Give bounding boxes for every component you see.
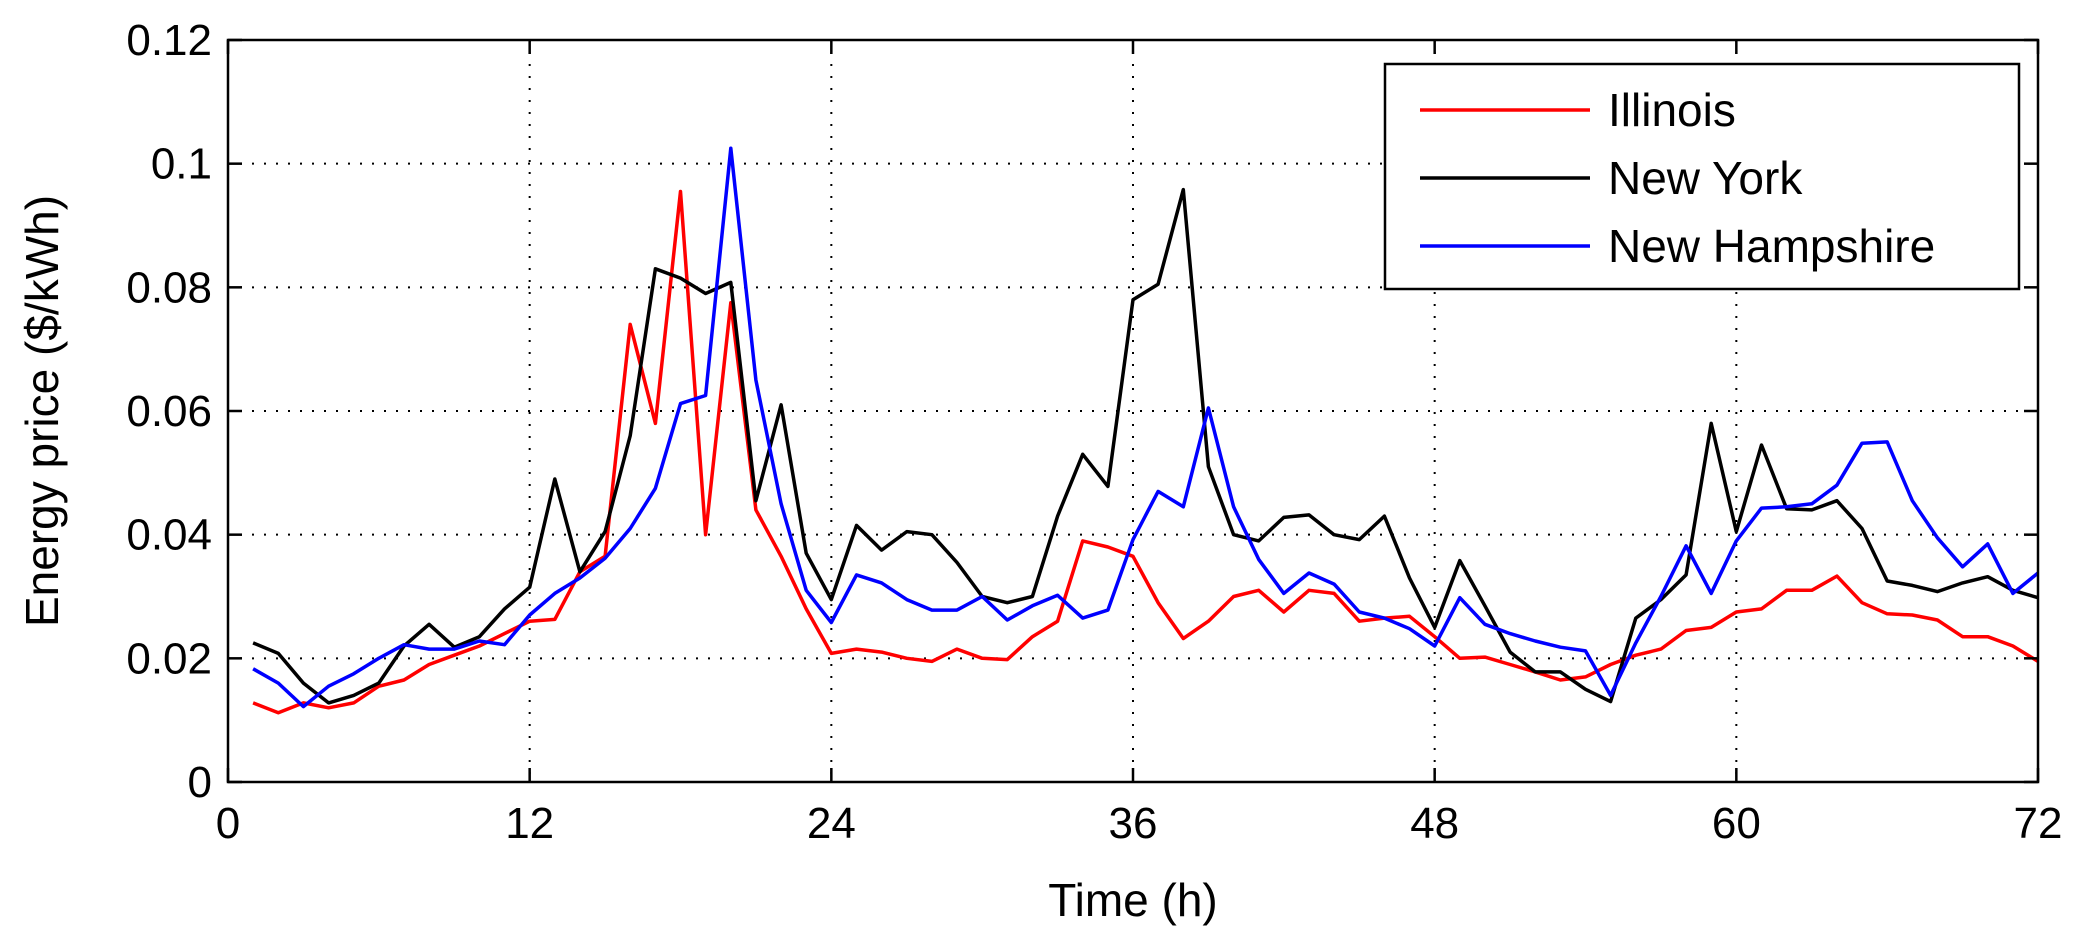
series-lines xyxy=(252,146,2040,715)
x-tick-label: 60 xyxy=(1712,799,1761,848)
legend-label-new-hampshire: New Hampshire xyxy=(1608,220,1935,272)
x-tick-label: 72 xyxy=(2014,799,2063,848)
y-tick-label: 0.1 xyxy=(151,140,212,189)
y-tick-label: 0.08 xyxy=(126,263,212,312)
y-axis-label: Energy price ($/kWh) xyxy=(16,195,68,627)
grid-lines xyxy=(228,40,2038,782)
x-tick-label: 0 xyxy=(216,799,240,848)
y-tick-label: 0.06 xyxy=(126,387,212,436)
y-tick-label: 0.04 xyxy=(126,511,212,560)
x-tick-label: 24 xyxy=(807,799,856,848)
x-axis-label: Time (h) xyxy=(1048,874,1218,926)
y-tick-label: 0.02 xyxy=(126,634,212,683)
legend: Illinois New York New Hampshire xyxy=(1383,62,2021,291)
x-tick-label: 12 xyxy=(505,799,554,848)
x-tick-label: 48 xyxy=(1410,799,1459,848)
axis-ticks xyxy=(226,38,2040,784)
tick-labels: 0 12 24 36 48 60 72 0 0.02 0.04 0.06 0.08 0.1 0.12 xyxy=(126,16,2062,848)
y-tick-label: 0 xyxy=(188,758,212,807)
x-tick-label: 36 xyxy=(1109,799,1158,848)
legend-label-illinois: Illinois xyxy=(1608,84,1736,136)
series-line-illinois xyxy=(252,189,2039,715)
series-line-new-hampshire xyxy=(252,146,2040,709)
series-line-new-york xyxy=(252,187,2039,705)
y-tick-label: 0.12 xyxy=(126,16,212,65)
legend-label-new-york: New York xyxy=(1608,152,1803,204)
